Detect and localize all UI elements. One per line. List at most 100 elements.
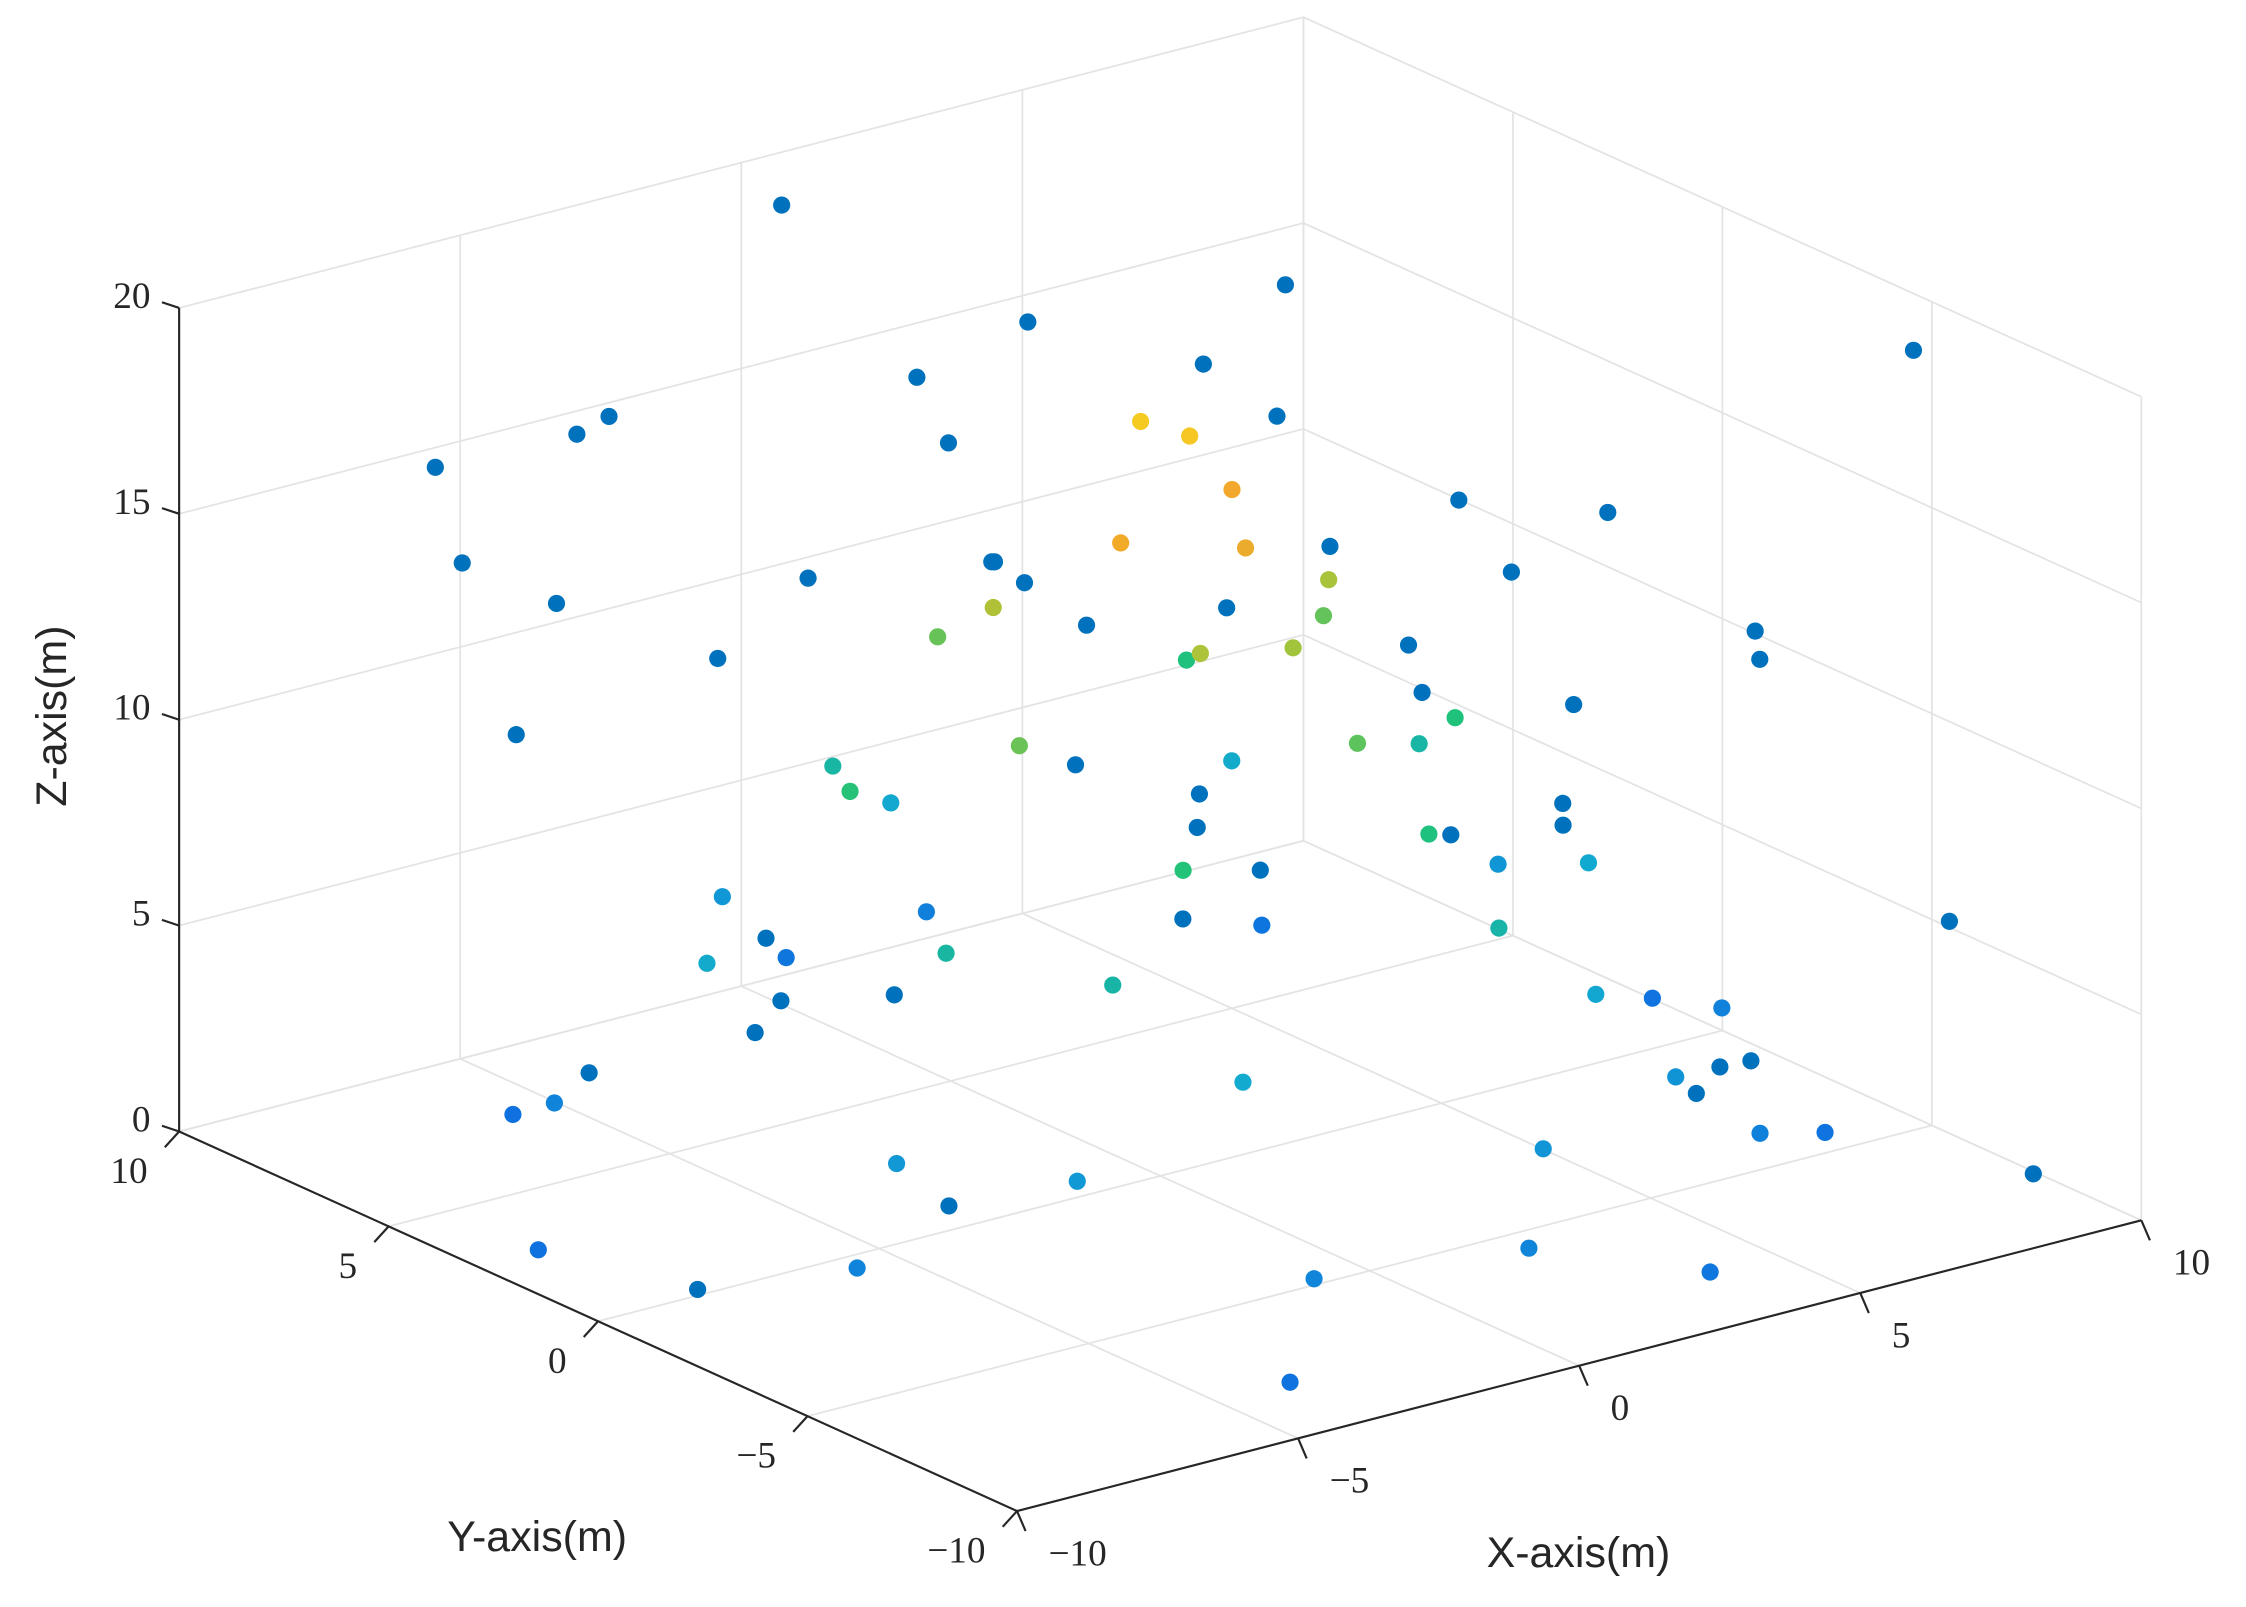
point <box>1565 695 1583 714</box>
z-tick <box>161 301 180 309</box>
point <box>1713 999 1731 1017</box>
z-tick-label: 20 <box>113 276 150 317</box>
grid-line <box>178 222 1304 515</box>
point <box>1112 534 1130 552</box>
y-tick <box>792 1415 809 1433</box>
point <box>507 726 525 744</box>
point <box>1321 537 1339 555</box>
x-tick-label: −5 <box>1330 1461 1370 1502</box>
point <box>453 554 471 572</box>
point <box>1188 818 1206 837</box>
point <box>1281 1373 1299 1391</box>
grid <box>178 16 2143 1512</box>
grid-line <box>178 839 1304 1133</box>
point <box>689 1280 707 1299</box>
point <box>1410 735 1428 753</box>
point <box>529 1241 547 1259</box>
point <box>1177 651 1196 669</box>
point <box>984 598 1002 617</box>
point <box>600 407 618 426</box>
point <box>1450 491 1468 509</box>
point <box>1191 644 1209 663</box>
grid-line <box>1303 16 2142 398</box>
point <box>1132 412 1150 431</box>
x-tick <box>1016 1510 1027 1532</box>
grid-line <box>597 1029 1723 1323</box>
point <box>1251 861 1269 879</box>
point <box>985 553 1004 571</box>
point <box>1223 480 1241 499</box>
x-tick-label: 10 <box>2173 1243 2210 1284</box>
point <box>1643 989 1661 1007</box>
point <box>1742 1052 1760 1070</box>
point <box>545 1094 563 1112</box>
point <box>1554 816 1572 834</box>
point <box>504 1105 522 1124</box>
y-tick-label: −10 <box>927 1531 985 1572</box>
point <box>1066 756 1085 774</box>
axes <box>161 301 2151 1532</box>
point <box>1284 639 1302 657</box>
point <box>773 196 791 214</box>
point <box>1489 855 1507 873</box>
point <box>929 628 947 646</box>
grid-line <box>1303 634 2142 1016</box>
point <box>885 986 903 1004</box>
point <box>1253 916 1271 934</box>
point <box>1502 563 1520 581</box>
point <box>1174 910 1192 928</box>
point <box>698 954 716 972</box>
point <box>1751 650 1769 668</box>
grid-line <box>1303 839 2142 1222</box>
point <box>1587 985 1605 1003</box>
point <box>1816 1123 1834 1142</box>
point <box>1399 636 1418 654</box>
point <box>917 903 935 921</box>
point <box>882 794 900 812</box>
point <box>888 1154 906 1173</box>
x-tick <box>1578 1365 1589 1387</box>
z-tick-label: 5 <box>132 894 151 935</box>
point <box>824 757 842 775</box>
point <box>1276 276 1295 294</box>
point <box>1314 607 1333 625</box>
point <box>1019 313 1037 331</box>
point <box>1068 1172 1086 1190</box>
point <box>1554 794 1572 812</box>
point <box>1940 912 1959 930</box>
z-axis-label: Z-axis(m) <box>28 625 76 806</box>
x-tick-label: −10 <box>1049 1533 1107 1574</box>
y-tick <box>164 1130 180 1148</box>
z-tick <box>161 918 180 927</box>
point <box>1010 737 1028 755</box>
point <box>1194 355 1212 373</box>
grid-line <box>1303 428 2142 810</box>
point <box>746 1024 764 1042</box>
points <box>426 196 2042 1391</box>
y-tick <box>582 1320 599 1338</box>
y-tick <box>373 1225 390 1243</box>
point <box>848 1259 866 1277</box>
point <box>1104 976 1122 994</box>
point <box>1904 341 1923 359</box>
point <box>757 929 775 947</box>
point <box>1268 407 1286 425</box>
point <box>1348 734 1367 752</box>
z-tick <box>161 712 180 721</box>
point <box>1234 1073 1252 1091</box>
point <box>908 368 926 386</box>
z-tick-label: 0 <box>132 1099 151 1140</box>
point <box>1534 1140 1552 1158</box>
point <box>937 944 955 962</box>
point <box>1236 539 1255 557</box>
point <box>1687 1084 1705 1103</box>
point <box>1223 752 1241 770</box>
point <box>1305 1270 1323 1288</box>
y-axis-label: Y-axis(m) <box>447 1513 627 1561</box>
x-tick <box>1297 1437 1308 1459</box>
y-tick-label: 0 <box>548 1341 567 1382</box>
point <box>1667 1068 1685 1086</box>
x-tick-label: 0 <box>1611 1388 1630 1429</box>
grid-line <box>178 634 1304 927</box>
